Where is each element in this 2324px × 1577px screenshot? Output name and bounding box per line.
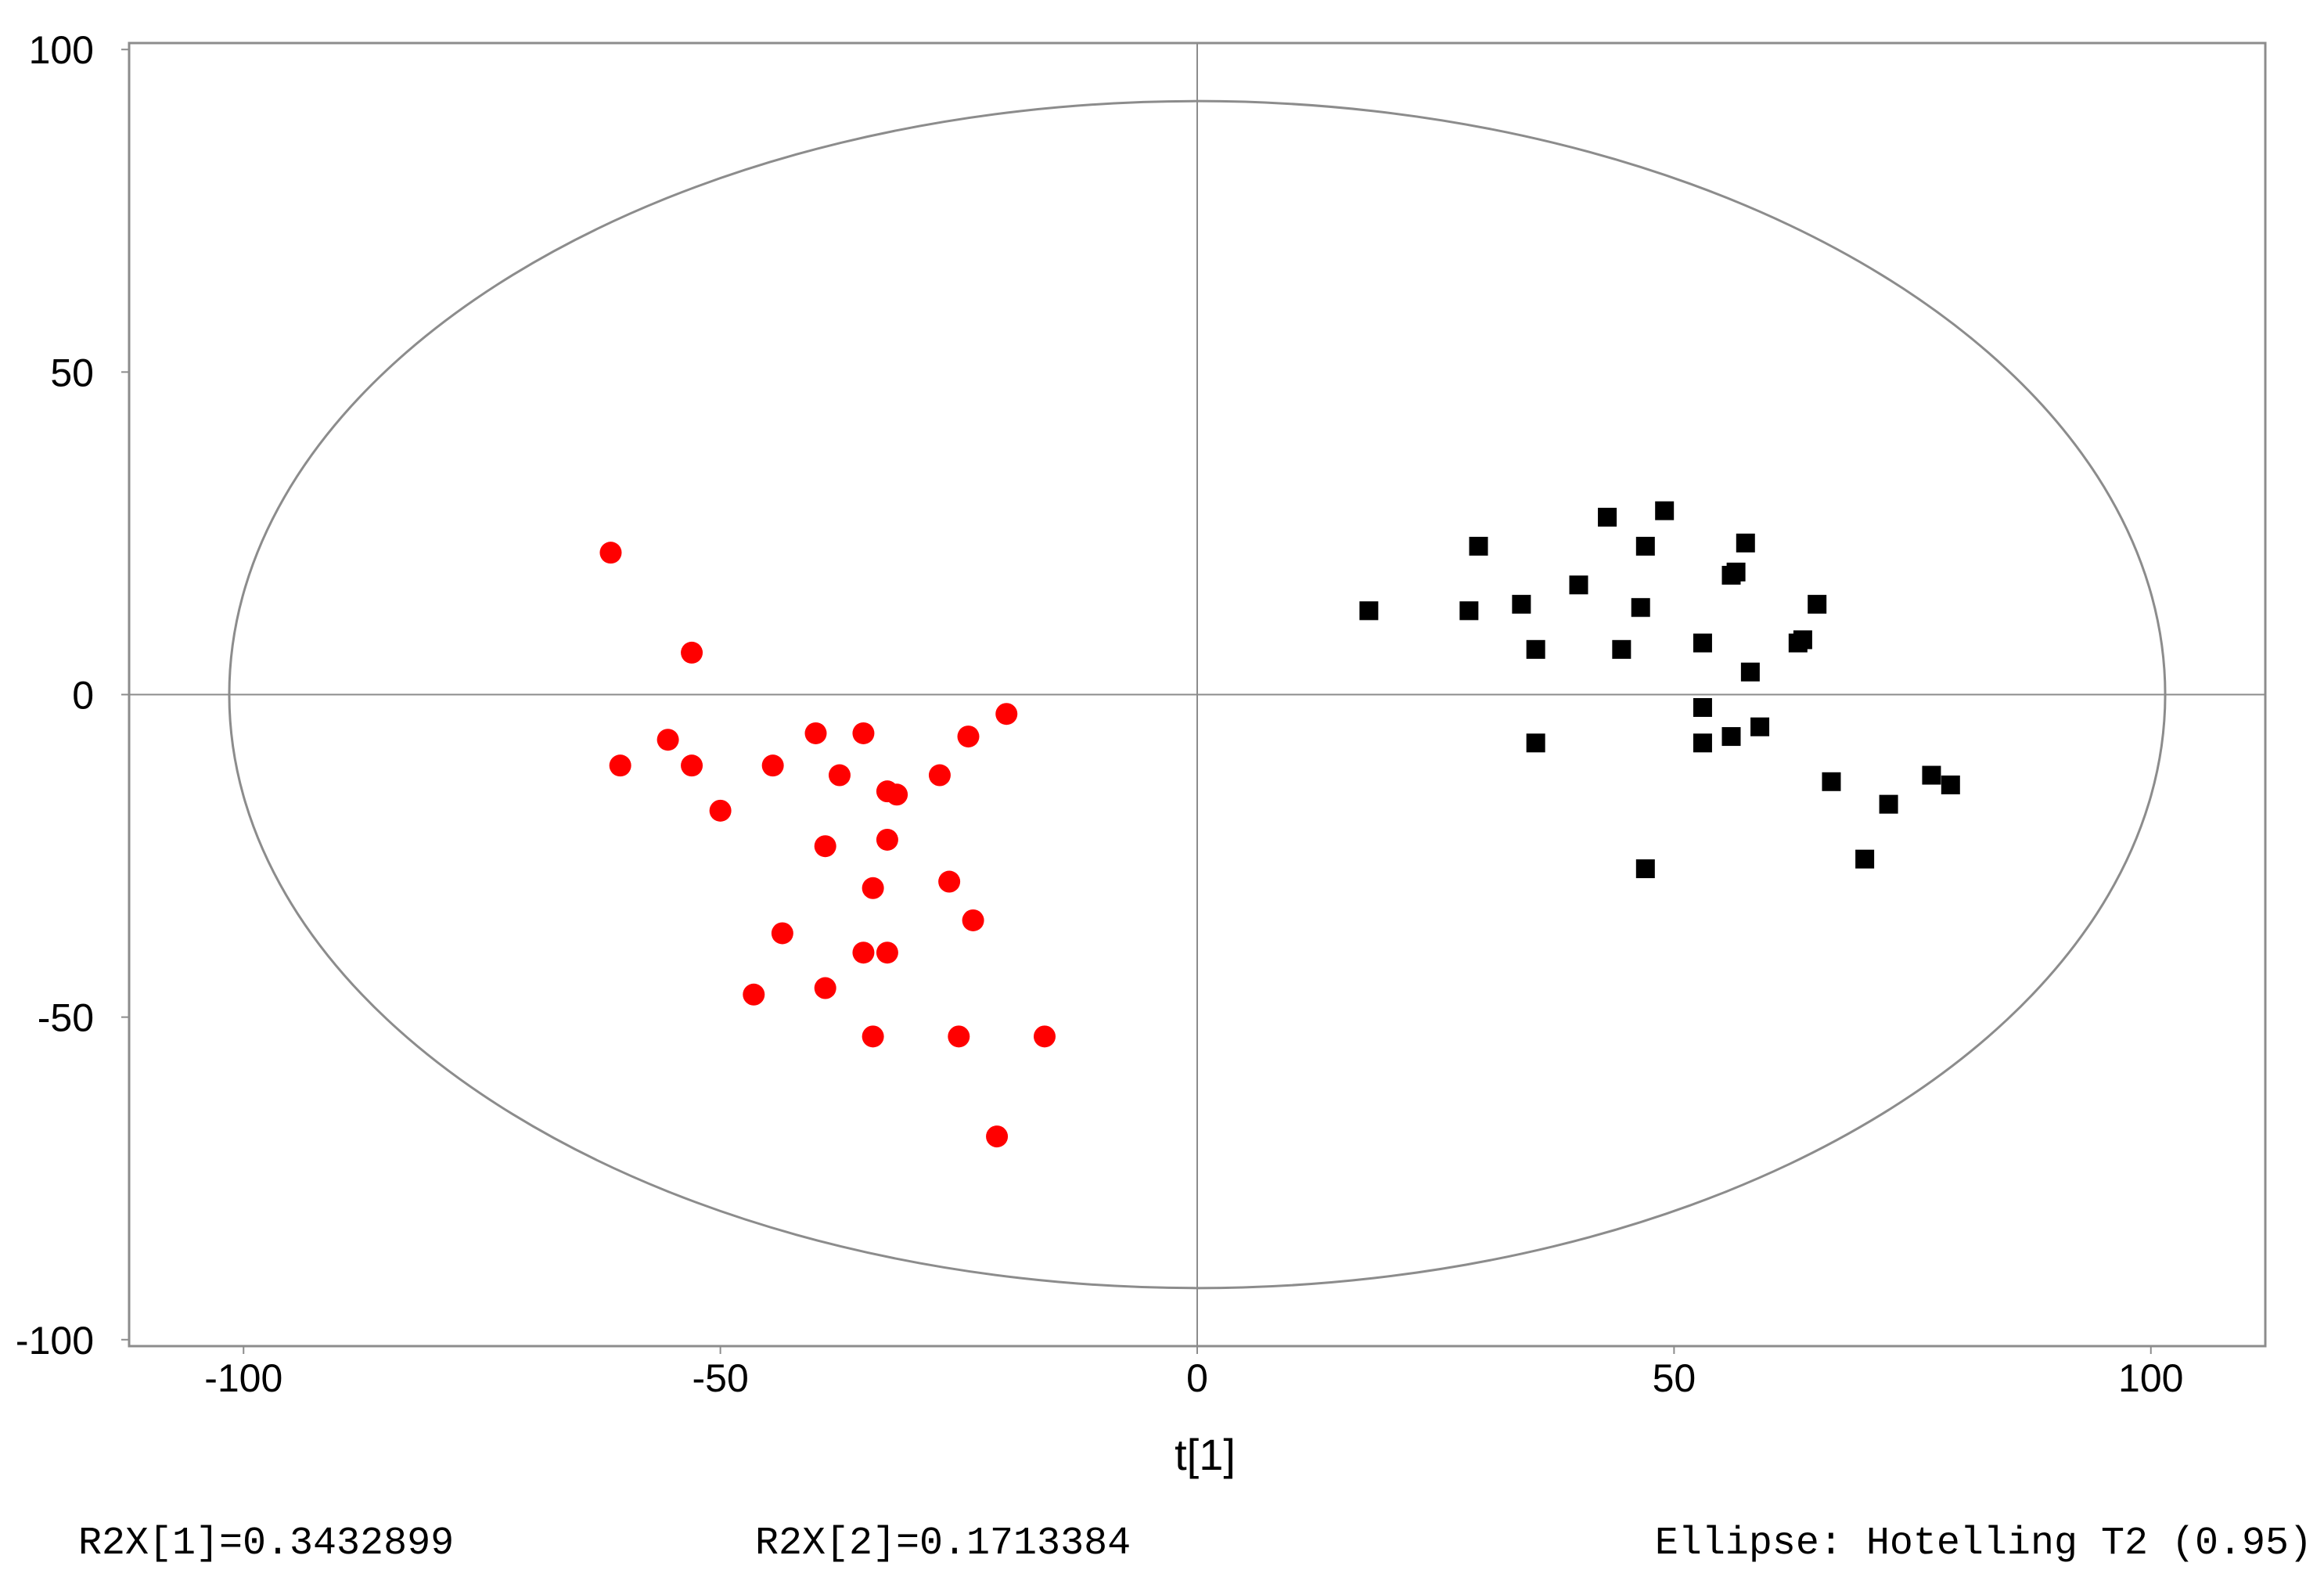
x-tick-label: -50	[692, 1356, 748, 1400]
square-point	[1526, 639, 1545, 659]
circle-point	[681, 641, 703, 664]
circle-point	[862, 1025, 884, 1048]
y-tick-label: 0	[72, 674, 94, 718]
square-point	[1631, 598, 1650, 617]
square-point	[1721, 727, 1741, 747]
circle-point	[957, 725, 980, 748]
x-tick-label: 0	[1186, 1356, 1208, 1400]
square-point	[1598, 507, 1617, 527]
square-point	[1922, 765, 1941, 785]
circle-point	[761, 754, 784, 777]
circle-point	[962, 909, 984, 931]
r2x2-label: R2X[2]=0.1713384	[755, 1521, 1131, 1566]
circle-point	[928, 764, 951, 787]
square-point	[1736, 533, 1755, 553]
circle-point	[938, 870, 961, 893]
square-point	[1359, 601, 1379, 621]
square-point	[1459, 601, 1479, 621]
square-point	[1941, 775, 1960, 794]
x-tick-label: -100	[204, 1356, 282, 1400]
square-point	[1693, 633, 1712, 653]
square-point	[1740, 662, 1760, 682]
circle-point	[876, 828, 898, 851]
circle-point	[886, 783, 908, 806]
circle-point	[771, 922, 793, 945]
square-point	[1726, 562, 1746, 581]
circle-point	[804, 722, 827, 744]
x-tick-label: 50	[1653, 1356, 1696, 1400]
square-point	[1612, 639, 1631, 659]
y-tick-label: 50	[50, 351, 94, 394]
square-point	[1526, 733, 1545, 753]
circle-point	[986, 1125, 1009, 1148]
circle-point	[743, 983, 765, 1006]
hotelling-ellipse	[228, 99, 2167, 1290]
circle-point	[609, 754, 631, 777]
circle-point	[876, 942, 898, 964]
circle-point	[657, 729, 679, 751]
circle-point	[709, 799, 732, 822]
y-axis-ticks: 100 50 0 -50 -100	[16, 28, 129, 1363]
r2x1-label: R2X[1]=0.3432899	[78, 1521, 454, 1566]
circle-point	[681, 754, 703, 777]
square-point	[1750, 717, 1770, 736]
square-point	[1635, 859, 1655, 879]
y-tick-label: -50	[38, 996, 94, 1040]
square-point	[1793, 630, 1812, 650]
data-points	[599, 501, 1960, 1148]
square-point	[1635, 536, 1655, 556]
circle-point	[814, 835, 836, 858]
square-point	[1469, 536, 1488, 556]
x-axis-title: t[1]	[1175, 1430, 1236, 1479]
circle-point	[814, 977, 836, 999]
circle-point	[852, 942, 875, 964]
square-point	[1512, 595, 1531, 614]
circle-point	[862, 877, 884, 899]
square-point	[1808, 595, 1827, 614]
y-tick-label: -100	[16, 1319, 94, 1363]
x-tick-label: 100	[2118, 1356, 2183, 1400]
square-point	[1879, 794, 1898, 814]
circle-point	[995, 703, 1018, 725]
ellipse-label: Ellipse: Hotelling T2 (0.95)	[1655, 1521, 2312, 1566]
x-axis-ticks: -100 -50 0 50 100	[204, 1346, 2183, 1400]
circle-point	[599, 542, 622, 564]
square-point	[1569, 575, 1588, 595]
square-point	[1693, 697, 1712, 717]
circle-point	[828, 764, 851, 787]
circle-point	[948, 1025, 970, 1048]
circle-point	[852, 722, 875, 744]
y-tick-label: 100	[29, 28, 94, 72]
square-point	[1655, 501, 1675, 520]
square-point	[1693, 733, 1712, 753]
circle-point	[1034, 1025, 1056, 1048]
square-point	[1822, 772, 1841, 791]
square-point	[1855, 849, 1875, 869]
